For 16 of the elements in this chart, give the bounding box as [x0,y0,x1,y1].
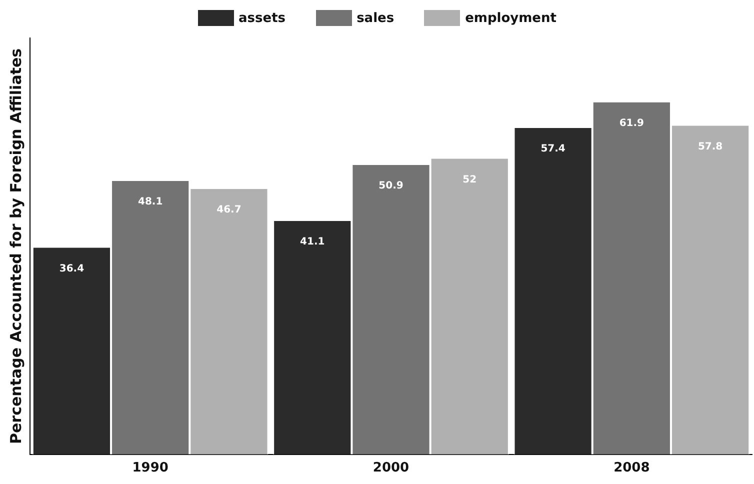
data-label: 46.7 [216,204,242,216]
legend-label: assets [238,10,286,26]
data-label: 50.9 [378,180,404,192]
data-label: 41.1 [300,236,325,248]
x-tick-label: 2008 [614,460,650,476]
data-label: 57.4 [540,144,566,155]
data-label: 52 [462,174,477,186]
data-label: 57.8 [698,141,723,152]
data-label: 36.4 [59,263,84,274]
legend-label: employment [465,10,556,26]
legend-label: sales [356,10,394,26]
x-tick-label: 1990 [132,460,168,476]
x-tick-label: 2000 [372,460,410,476]
data-label: 61.9 [619,118,644,129]
data-label: 48.1 [138,196,163,208]
y-axis-title: Percentage Accounted for by Foreign Affiliates [6,48,25,444]
